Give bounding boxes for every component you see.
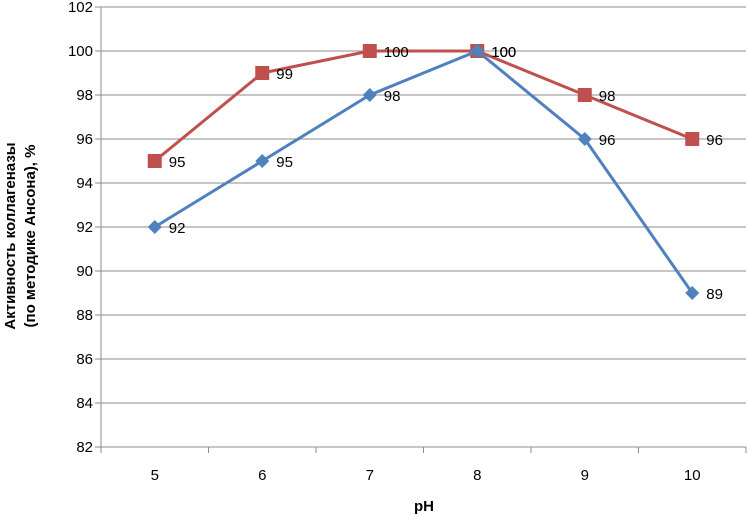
y-axis-title-line-2: (по методике Ансона), % [22,145,39,328]
axes [95,6,747,453]
series-red-data-label: 96 [706,132,723,149]
series-blue-data-label: 100 [491,44,516,61]
series-blue-marker [577,132,592,146]
y-tick-label: 88 [76,307,93,324]
x-tick-label: 6 [258,467,266,484]
x-tick-label: 7 [366,467,374,484]
series-blue-data-label: 95 [276,154,293,171]
y-axis-title: Активность коллагеназы (по методике Ансо… [2,142,39,329]
series-blue-line [153,49,694,294]
y-tick-labels: 82 84 86 88 90 92 94 96 98 100 102 [68,0,93,456]
series-red-marker [685,132,700,146]
series-blue-marker [685,286,700,300]
x-tick-label: 8 [473,467,481,484]
series-red-data-label: 100 [384,44,409,61]
y-tick-label: 102 [68,0,93,16]
y-tick-label: 86 [76,351,93,368]
y-tick-label: 98 [76,87,93,104]
x-tick-label: 10 [684,467,701,484]
series-red-marker [147,154,162,168]
y-axis-title-line-1: Активность коллагеназы [2,142,19,329]
series-red-data-label: 98 [599,88,616,105]
series-red-data-label: 99 [276,66,293,83]
y-tick-label: 84 [76,395,93,412]
x-tick-label: 5 [151,467,159,484]
gridlines [101,6,746,404]
series-red-data-label: 95 [169,154,186,171]
x-tick-label: 9 [581,467,589,484]
series-red-marker [255,66,270,80]
series-red-data-label: 100 [491,44,516,61]
series-red-line [153,49,693,163]
series-group [147,44,700,300]
y-tick-label: 90 [76,263,93,280]
series-red-marker [577,88,592,102]
x-tick-labels: 5 6 7 8 9 10 [151,467,701,484]
series-blue-marker [362,88,377,102]
series-blue-data-label: 89 [706,286,723,303]
series-blue-marker [255,154,270,168]
series-blue-data-label: 96 [599,132,616,149]
y-tick-label: 94 [76,175,93,192]
series-blue-data-label: 92 [169,220,186,237]
series-blue-marker [147,220,162,234]
y-tick-label: 82 [76,439,93,456]
x-axis-title: pH [414,498,434,515]
y-tick-label: 92 [76,219,93,236]
y-tick-label: 100 [68,43,93,60]
series-blue-marker [470,44,485,58]
y-tick-label: 96 [76,131,93,148]
series-blue-data-label: 98 [384,88,401,105]
series-red-marker [362,44,377,58]
